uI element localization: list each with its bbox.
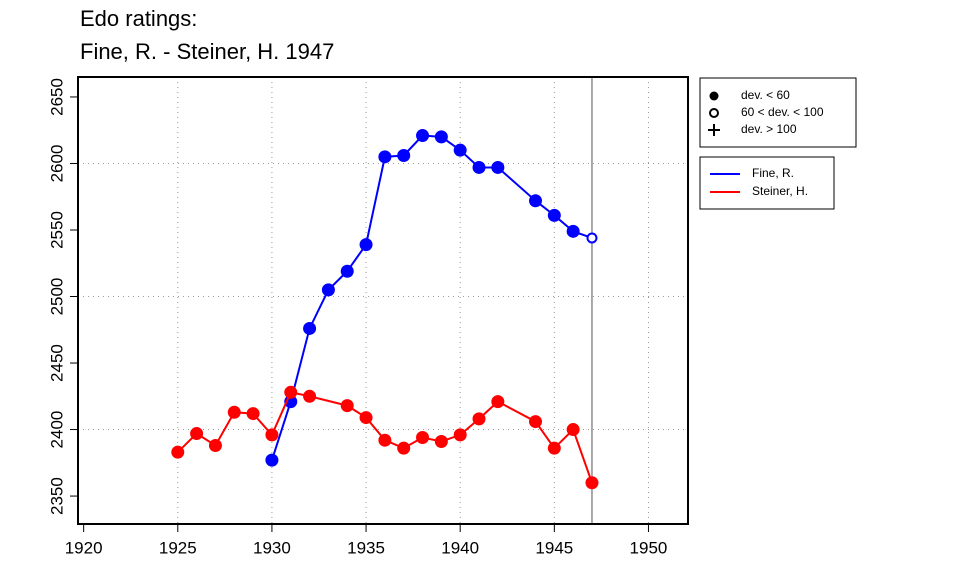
x-tick-label: 1950 <box>630 538 668 557</box>
legend-box <box>699 156 835 210</box>
legend-label: dev. > 100 <box>741 122 797 136</box>
data-point <box>472 160 486 174</box>
data-point <box>453 143 467 157</box>
data-point <box>529 194 542 208</box>
x-tick-label: 1920 <box>65 538 103 557</box>
data-point <box>453 428 467 442</box>
data-point <box>340 399 354 413</box>
y-tick-label: 2350 <box>47 477 66 515</box>
legend-label: Fine, R. <box>752 166 794 180</box>
data-point <box>529 415 542 429</box>
data-point <box>547 208 561 222</box>
series-line <box>270 134 593 461</box>
data-point <box>227 405 241 419</box>
y-tick-label: 2400 <box>47 411 66 449</box>
data-point <box>416 129 430 143</box>
data-point <box>171 445 185 459</box>
data-point <box>472 412 486 426</box>
legend-label: Steiner, H. <box>752 184 808 198</box>
plot-frame <box>77 76 689 525</box>
data-point <box>491 160 505 174</box>
data-point <box>585 476 599 490</box>
data-point <box>340 264 354 278</box>
chart-title: Edo ratings: <box>80 6 197 31</box>
data-point <box>397 441 411 455</box>
data-point <box>265 428 279 442</box>
data-point <box>566 423 580 437</box>
data-point <box>397 148 411 162</box>
data-point <box>434 435 448 449</box>
legend-symbol <box>708 124 720 136</box>
legend-symbol <box>709 108 719 118</box>
data-point <box>321 283 335 297</box>
data-point <box>303 389 317 403</box>
x-tick-label: 1940 <box>441 538 479 557</box>
data-point <box>416 431 430 445</box>
data-point <box>246 407 260 421</box>
data-point <box>265 453 279 467</box>
legend-box <box>699 77 857 148</box>
legend-symbol <box>709 91 719 101</box>
data-point <box>359 238 373 252</box>
data-point <box>378 150 392 164</box>
data-point <box>284 385 298 399</box>
data-point <box>566 224 580 238</box>
y-tick-label: 2600 <box>47 145 66 183</box>
x-tick-label: 1935 <box>347 538 385 557</box>
data-point <box>303 321 317 335</box>
legend-label: 60 < dev. < 100 <box>741 105 824 119</box>
y-tick-label: 2500 <box>47 278 66 316</box>
data-point <box>359 411 373 425</box>
x-tick-label: 1925 <box>159 538 197 557</box>
data-point <box>434 130 448 144</box>
data-point <box>208 439 222 453</box>
y-tick-label: 2450 <box>47 344 66 382</box>
data-point <box>378 433 392 447</box>
y-tick-label: 2650 <box>47 78 66 116</box>
data-point <box>190 427 204 441</box>
legend-label: dev. < 60 <box>741 88 790 102</box>
x-tick-label: 1930 <box>253 538 291 557</box>
y-tick-label: 2550 <box>47 211 66 249</box>
data-point <box>586 232 598 244</box>
chart-subtitle: Fine, R. - Steiner, H. 1947 <box>80 39 334 64</box>
data-point <box>547 441 561 455</box>
x-tick-label: 1945 <box>535 538 573 557</box>
data-point <box>491 395 505 409</box>
